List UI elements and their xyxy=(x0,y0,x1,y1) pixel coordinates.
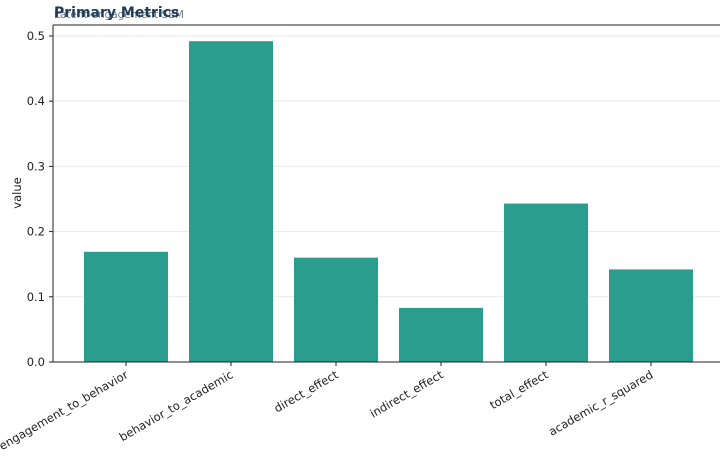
chart-title: Primary Metrics xyxy=(54,5,180,21)
grid-lines xyxy=(53,35,720,298)
bar-indirect-effect xyxy=(399,307,483,362)
x-ticks: engagement_to_behaviorbehavior_to_academ… xyxy=(0,362,656,453)
bars xyxy=(84,41,693,363)
x-tick-label: indirect_effect xyxy=(367,367,445,420)
y-axis-label: value xyxy=(10,177,24,208)
x-tick-label: academic_r_squared xyxy=(546,367,655,438)
y-tick-label: 0.1 xyxy=(27,290,45,304)
x-tick-label: engagement_to_behavior xyxy=(0,367,131,453)
bar-academic-r-squared xyxy=(609,269,693,362)
x-tick-label: direct_effect xyxy=(272,367,341,415)
bar-behavior-to-academic xyxy=(189,41,273,363)
x-tick-label: total_effect xyxy=(487,367,551,412)
bar-total-effect xyxy=(504,203,588,362)
y-tick-label: 0.3 xyxy=(27,159,45,173)
y-tick-label: 0.5 xyxy=(27,29,45,43)
bar-direct-effect xyxy=(294,257,378,362)
y-tick-label: 0.2 xyxy=(27,225,45,239)
y-ticks: 0.0 0.1 0.2 0.3 0.4 0.5 xyxy=(27,29,53,369)
y-tick-label: 0.4 xyxy=(27,94,45,108)
y-tick-label: 0.0 xyxy=(27,355,45,369)
bar-engagement-to-behavior xyxy=(84,251,168,362)
x-tick-label: behavior_to_academic xyxy=(117,367,236,444)
chart-subtitle: Latent-engagement SEM xyxy=(54,9,184,21)
